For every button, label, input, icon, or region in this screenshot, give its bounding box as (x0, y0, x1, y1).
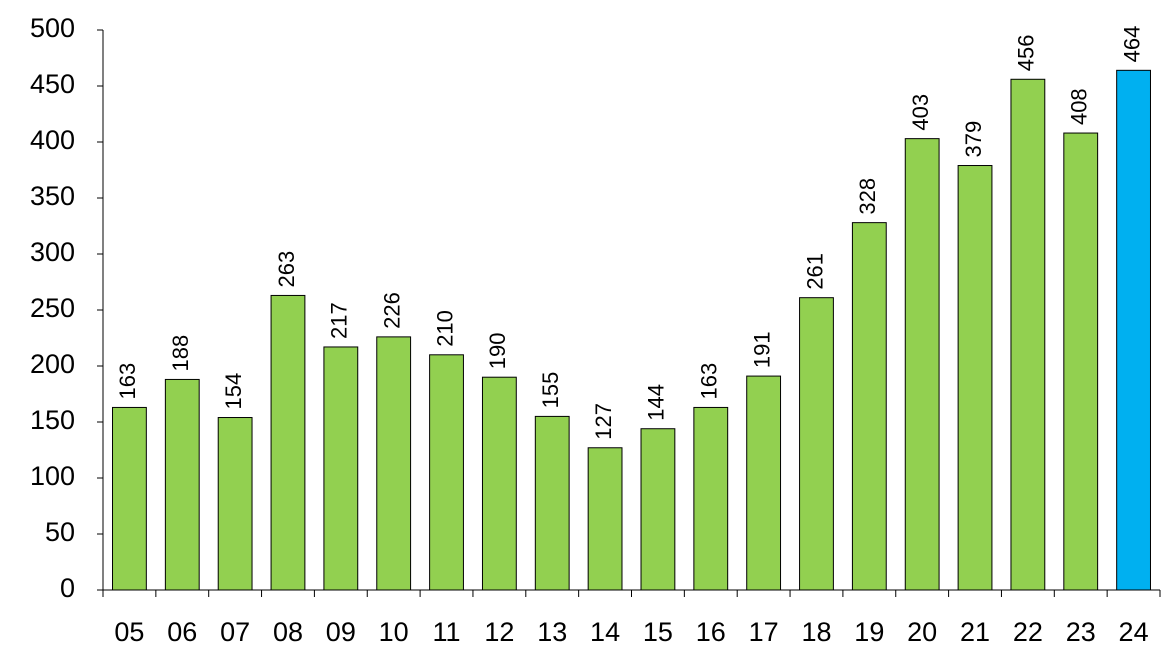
value-label: 464 (1119, 26, 1144, 63)
x-tick-label: 22 (1013, 617, 1043, 647)
bar (1063, 132, 1099, 591)
x-tick-label: 15 (643, 617, 673, 647)
bar (904, 138, 940, 591)
bar (481, 376, 517, 591)
x-tick-label: 08 (273, 617, 303, 647)
bar (957, 165, 993, 591)
value-label: 261 (802, 253, 827, 290)
y-tick-label: 200 (30, 349, 75, 379)
bar (217, 417, 253, 591)
x-tick-label: 23 (1066, 617, 1096, 647)
y-tick-label: 0 (60, 573, 75, 603)
value-label: 191 (749, 331, 774, 368)
x-tick-label: 18 (801, 617, 831, 647)
y-tick-label: 450 (30, 69, 75, 99)
x-tick-label: 11 (433, 617, 461, 647)
y-tick-label: 400 (30, 125, 75, 155)
value-label: 155 (538, 372, 563, 409)
x-tick-label: 12 (484, 617, 514, 647)
value-label: 226 (379, 292, 404, 329)
bar (1116, 69, 1151, 591)
bar (534, 415, 570, 591)
x-tick-label: 10 (379, 617, 409, 647)
value-label: 328 (855, 178, 880, 215)
x-tick-label: 24 (1119, 617, 1149, 647)
y-tick-label: 350 (30, 181, 75, 211)
y-tick-label: 500 (30, 13, 75, 43)
bar (112, 406, 147, 591)
bar (587, 447, 623, 591)
x-tick-label: 09 (326, 617, 356, 647)
value-label: 403 (908, 94, 933, 131)
bar (851, 222, 887, 591)
y-tick-label: 250 (30, 293, 75, 323)
x-tick-label: 07 (220, 617, 250, 647)
x-tick-label: 05 (114, 617, 144, 647)
value-label: 190 (485, 332, 510, 369)
value-label: 163 (115, 363, 140, 400)
x-tick-label: 13 (537, 617, 567, 647)
value-label: 163 (697, 363, 722, 400)
bar (429, 354, 464, 591)
bar (323, 346, 359, 591)
value-label: 217 (327, 302, 352, 339)
value-label: 188 (168, 335, 193, 372)
value-label: 144 (644, 384, 669, 421)
value-label: 127 (591, 403, 616, 440)
x-tick-label: 21 (960, 617, 990, 647)
bar (376, 336, 412, 591)
value-label: 456 (1014, 35, 1039, 72)
bar (746, 375, 782, 591)
x-tick-label: 19 (854, 617, 884, 647)
value-label: 379 (961, 121, 986, 158)
x-tick-label: 16 (696, 617, 726, 647)
value-label: 408 (1067, 88, 1092, 125)
x-tick-label: 14 (590, 617, 620, 647)
bar (1010, 78, 1046, 591)
y-tick-label: 300 (30, 237, 75, 267)
x-tick-label: 06 (167, 617, 197, 647)
value-label: 154 (221, 373, 246, 410)
bar (693, 406, 729, 591)
value-label: 210 (432, 310, 457, 347)
y-tick-label: 100 (30, 461, 75, 491)
value-label: 263 (274, 251, 299, 288)
bar (164, 378, 200, 591)
y-tick-label: 50 (45, 517, 75, 547)
bar (799, 297, 834, 591)
bar (270, 294, 306, 591)
bar (640, 428, 676, 591)
x-tick-label: 17 (749, 617, 779, 647)
x-tick-label: 20 (907, 617, 937, 647)
y-tick-label: 150 (30, 405, 75, 435)
